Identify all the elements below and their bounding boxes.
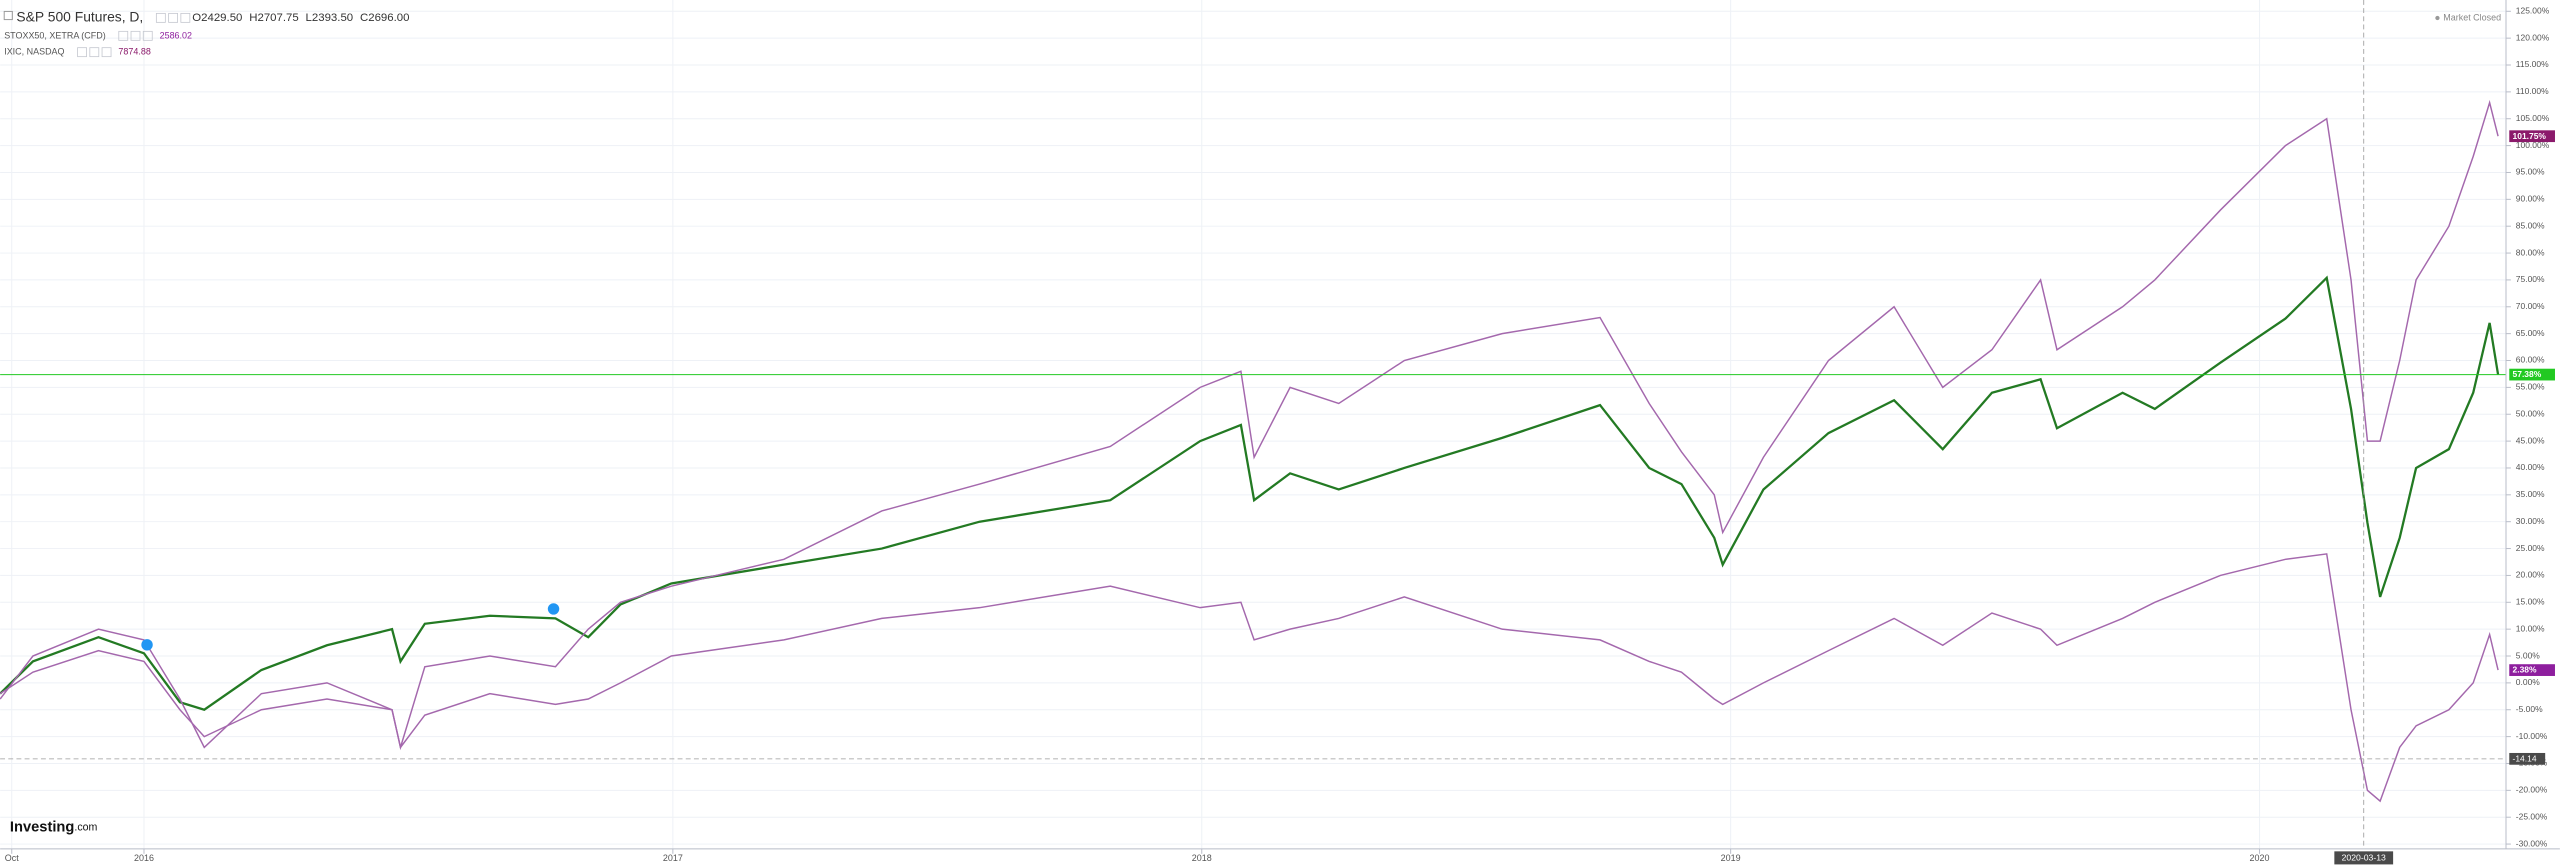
quote-value: H2707.75 (249, 12, 298, 24)
y-tick-label: -5.00% (2516, 704, 2543, 714)
collapse-icon[interactable] (3, 10, 13, 21)
x-tick-label: 2016 (134, 853, 154, 863)
series-line (0, 99, 2499, 751)
event-marker[interactable] (141, 639, 153, 651)
y-tick-label: 85.00% (2516, 220, 2545, 230)
series-line (0, 275, 2500, 712)
value-label: 57.38% (2513, 369, 2542, 379)
brand-name: Investing (10, 820, 74, 836)
event-marker[interactable] (547, 603, 560, 615)
x-tick-label: Oct (5, 853, 19, 863)
y-tick-label: 120.00% (2516, 32, 2550, 42)
crosshair-x-label: 2020-03-13 (2342, 852, 2386, 862)
value-label: 2.38% (2513, 665, 2537, 675)
value-label: 101.75% (2513, 131, 2547, 141)
y-tick-label: 50.00% (2516, 408, 2545, 418)
x-tick-label: 2020 (2250, 853, 2270, 863)
plot (0, 99, 2500, 803)
legend-icon (130, 30, 141, 41)
value-label-box (2509, 368, 2555, 381)
y-tick-label: 80.00% (2516, 247, 2545, 257)
y-tick-label: 40.00% (2516, 462, 2545, 472)
y-tick-label: 125.00% (2516, 6, 2550, 16)
y-tick-label: 95.00% (2516, 167, 2545, 177)
market-status: Market Closed (2443, 12, 2501, 22)
y-tick-label: 30.00% (2516, 516, 2545, 526)
legend-icon (118, 30, 129, 41)
quote-value: L2393.50 (306, 12, 354, 24)
x-tick-label: 2017 (663, 853, 683, 863)
y-tick-label: 20.00% (2516, 570, 2545, 580)
y-tick-label: 0.00% (2516, 677, 2540, 687)
status-dot (2435, 15, 2440, 21)
y-tick-label: 115.00% (2516, 59, 2549, 69)
x-tick-label: 2018 (1192, 853, 1212, 863)
overlay (0, 0, 2507, 849)
y-tick-label: 75.00% (2516, 274, 2545, 284)
legend-icon (77, 47, 87, 58)
y-tick-label: 90.00% (2516, 194, 2545, 204)
quote-value: O2429.50 (192, 12, 242, 24)
quote-value: 2586.02 (160, 30, 192, 40)
series-name: S&P 500 Futures, D, (16, 9, 143, 25)
y-tick-label: -10.00% (2516, 731, 2548, 741)
value-label-box (2509, 130, 2555, 143)
y-tick-label: 10.00% (2516, 623, 2545, 633)
brand: Investing.com (10, 820, 98, 836)
legend-icon (142, 30, 153, 41)
series-name: IXIC, NASDAQ (4, 47, 64, 57)
y-tick-label: 100.00% (2516, 140, 2550, 150)
y-tick-label: 25.00% (2516, 543, 2545, 553)
y-tick-label: 65.00% (2516, 328, 2545, 338)
legend-icon (155, 12, 166, 23)
y-tick-label: -20.00% (2516, 785, 2548, 795)
legend-icon (168, 12, 178, 23)
legend-icon (180, 12, 191, 23)
quote-value: C2696.00 (360, 12, 409, 24)
crosshair-y-label: -14.14 (2513, 753, 2537, 763)
x-tick-label: 2019 (1721, 853, 1741, 863)
legend-icon (89, 47, 100, 58)
y-tick-label: 110.00% (2516, 86, 2549, 96)
y-tick-label: 35.00% (2516, 489, 2545, 499)
crosshair-y-box (2509, 752, 2546, 765)
y-tick-label: 105.00% (2516, 113, 2550, 123)
quote-value: 7874.88 (118, 47, 150, 57)
y-tick-label: 60.00% (2516, 355, 2545, 365)
series-name: STOXX50, XETRA (CFD) (4, 30, 106, 40)
y-tick-label: -30.00% (2516, 838, 2548, 848)
y-tick-label: 55.00% (2516, 382, 2545, 392)
y-tick-label: 70.00% (2516, 301, 2545, 311)
y-tick-label: 5.00% (2516, 650, 2540, 660)
legend-icon (101, 47, 112, 58)
crosshair-x-box (2334, 851, 2394, 865)
brand-suffix: .com (74, 821, 97, 833)
y-tick-label: 45.00% (2516, 435, 2545, 445)
y-tick-label: -25.00% (2516, 811, 2548, 821)
value-label-box (2509, 664, 2555, 676)
y-tick-label: 15.00% (2516, 597, 2545, 607)
